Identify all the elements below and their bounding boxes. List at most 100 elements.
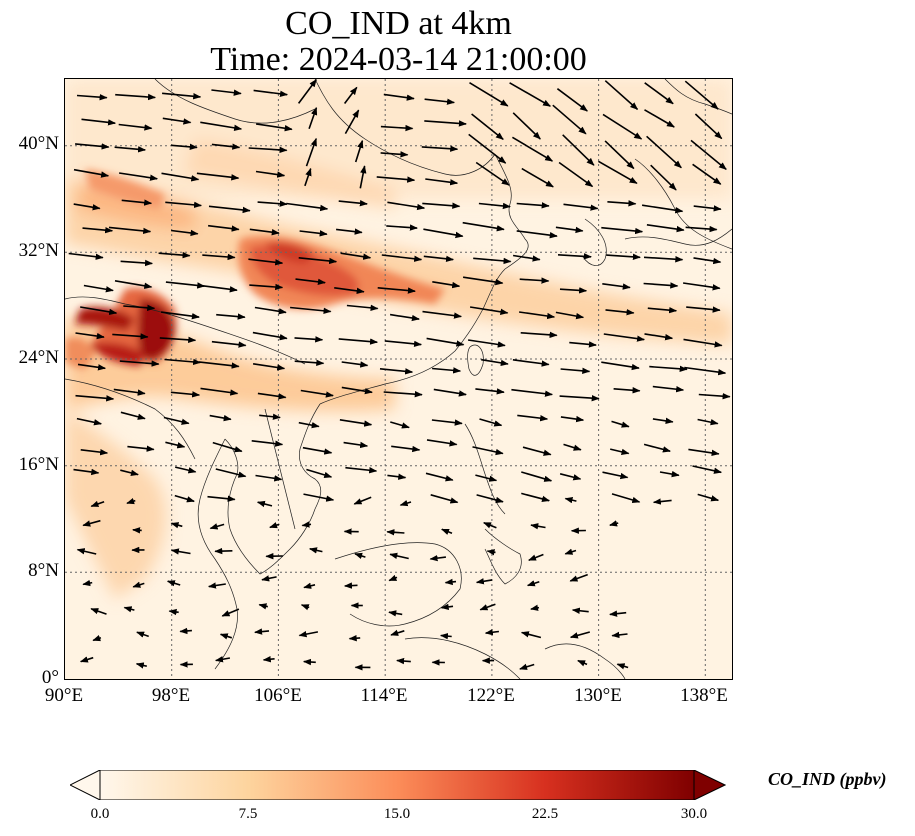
wind-arrow [560,367,591,374]
wind-arrow [309,547,323,554]
wind-arrow [426,439,458,447]
wind-arrow [429,554,446,562]
wind-arrow [646,224,685,233]
wind-arrow [652,498,672,505]
wind-arrow [563,443,582,451]
wind-arrow [390,421,410,429]
wind-arrow [158,251,191,259]
wind-arrow [73,203,101,211]
wind-arrow [90,500,105,508]
wind-arrow [75,332,105,340]
wind-arrow [511,388,553,397]
wind-arrow [112,333,149,340]
wind-arrow [468,133,507,164]
wind-arrow [211,340,247,348]
wind-arrow [165,201,202,209]
colorbar-tick-30: 30.0 [680,806,708,822]
wind-arrow [298,421,320,429]
wind-arrow [484,629,499,636]
wind-arrow [421,145,459,152]
wind-arrow [255,474,283,482]
wind-arrow [297,79,317,104]
wind-arrow [564,497,577,504]
wind-arrow [163,416,190,425]
wind-arrow [295,278,326,286]
wind-arrow [530,604,540,611]
wind-arrow [475,388,505,395]
wind-arrow [559,394,600,402]
lon-tick-138: 138°E [680,685,728,706]
wind-arrow [690,139,727,171]
wind-arrow [486,549,496,556]
wind-arrow [73,468,100,476]
wind-arrow [82,579,93,587]
wind-arrow [300,604,310,611]
wind-arrow [251,440,284,447]
wind-arrow [425,178,459,186]
wind-arrow [479,418,503,427]
wind-arrow [257,392,287,400]
wind-arrow [602,113,643,140]
wind-arrow [422,310,462,319]
wind-arrow [433,388,467,397]
wind-arrow [469,82,509,107]
wind-arrow [119,360,160,367]
wind-arrow [82,226,114,234]
wind-arrow [262,655,275,663]
wind-arrow [643,256,684,263]
wind-arrow [422,202,461,209]
lon-tick-114: 114°E [360,685,408,706]
wind-arrow [298,257,338,265]
wind-arrow [202,253,236,261]
lon-tick-98: 98°E [151,685,191,706]
wind-arrow [641,204,684,214]
wind-arrow [115,93,156,101]
wind-arrow [298,630,319,638]
wind-arrow [598,160,638,184]
wind-arrow [200,121,243,131]
wind-arrow [354,552,366,560]
lon-tick-122: 122°E [467,685,515,706]
colorbar-gradient [99,769,695,801]
wind-arrow [120,259,153,267]
wind-arrow [254,306,287,315]
wind-arrow [75,143,110,150]
wind-arrow [256,500,273,508]
wind-arrow [693,205,722,212]
wind-arrow [114,146,146,153]
wind-arrow [170,548,191,555]
map-panel [64,78,733,680]
wind-arrow [303,658,316,666]
wind-arrow [479,603,496,611]
wind-arrow [359,165,367,189]
wind-arrow [512,359,550,367]
wind-arrow [208,582,226,589]
colorbar-extend-high [693,769,727,801]
wind-arrow [214,547,233,555]
wind-arrow [650,164,677,191]
wind-arrow [569,341,597,348]
wind-arrow [345,466,378,474]
wind-arrow [521,471,553,482]
wind-arrow [564,548,577,555]
wind-arrow [121,199,153,206]
wind-arrow [388,574,398,582]
wind-arrow [424,98,455,105]
wind-arrow [294,359,325,366]
wind-arrow [248,258,284,266]
wind-arrow [175,466,197,474]
wind-arrow [684,80,719,110]
colorbar-tick-0: 0.0 [90,806,110,822]
lat-tick-24: 24°N [18,347,59,368]
wind-arrow [380,151,409,158]
wind-vectors [68,79,731,671]
wind-arrow [560,415,585,423]
colorbar-extend-low [68,769,101,801]
wind-arrow [444,578,457,586]
wind-arrow [607,200,637,207]
map-title: CO_IND at 4km [285,5,512,42]
wind-arrow [611,631,628,639]
lon-tick-90: 90°E [44,685,84,706]
wind-arrow [170,522,183,529]
wind-arrow [132,581,145,588]
